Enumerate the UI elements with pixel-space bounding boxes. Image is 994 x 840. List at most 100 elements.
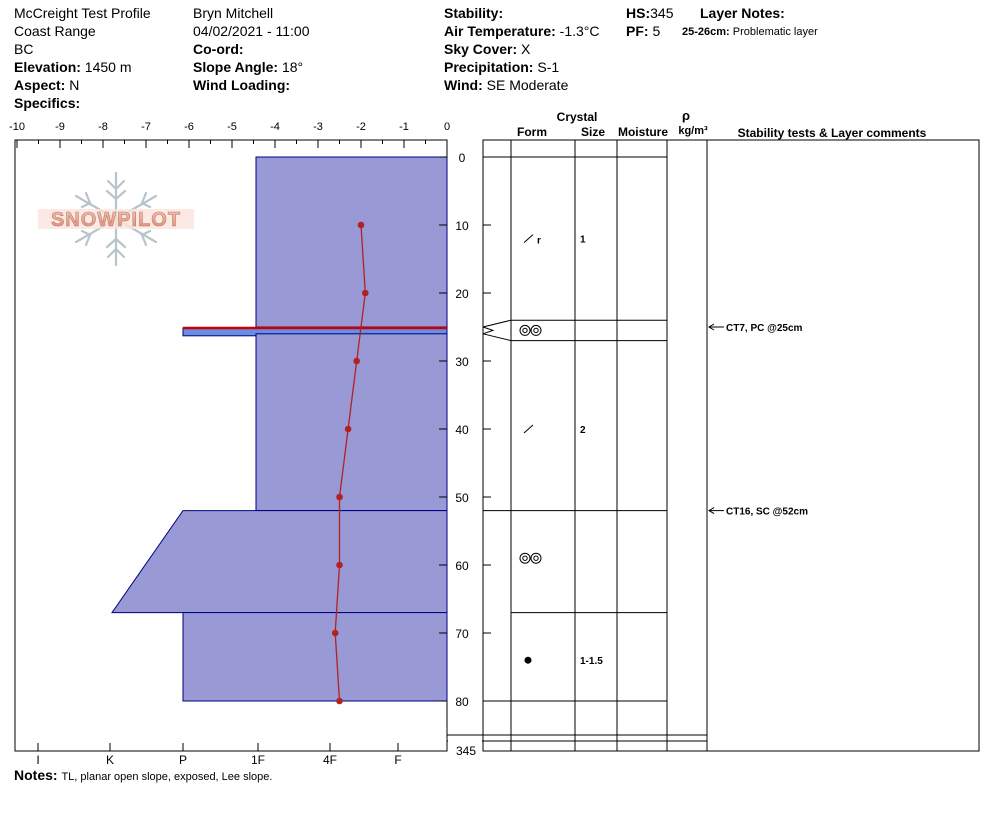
temperature-point (336, 697, 343, 705)
notes-text: TL, planar open slope, exposed, Lee slop… (61, 771, 273, 783)
hardness-layer-4 (182, 612, 448, 702)
stability-test-text: CT7, PC @25cm (726, 323, 803, 334)
aspect-value: N (69, 77, 80, 93)
wind-loading-row: Wind Loading: (193, 76, 310, 94)
depth-tick-label: 10 (455, 219, 469, 233)
air-temp-value: -1.3°C (559, 23, 600, 39)
temp-tick-label: -3 (313, 121, 323, 133)
depth-tick-label: 0 (459, 151, 466, 165)
depth-tick-label: 50 (455, 491, 469, 505)
density-unit-header: kg/m³ (678, 125, 708, 137)
depth-tick-label: 60 (455, 559, 469, 573)
temp-tick-label: -2 (356, 121, 366, 133)
elevation-value: 1450 m (84, 59, 132, 75)
logo-text: SNOWPILOT (51, 209, 181, 231)
crystal-size: 1 (580, 235, 586, 246)
wind-row: Wind: SE Moderate (444, 76, 600, 94)
specifics-label: Specifics: (14, 95, 81, 111)
temp-tick-label: -10 (9, 121, 25, 133)
profile-name: McCreight Test Profile (14, 5, 151, 21)
header-col2: Bryn Mitchell 04/02/2021 - 11:00 Co-ord:… (193, 4, 310, 94)
crystal-form-rounded-icon (530, 324, 542, 336)
observer: Bryn Mitchell (193, 5, 274, 21)
elevation-row: Elevation: 1450 m (14, 58, 151, 76)
header-col4: HS:345 PF: 5 (626, 4, 673, 40)
depth-tick-label: 20 (455, 287, 469, 301)
layer-fan-top (482, 319, 512, 328)
stability-arrow-head (708, 323, 715, 331)
temperature-point (344, 425, 352, 433)
hs-value: 345 (650, 5, 674, 21)
temperature-point (336, 493, 343, 501)
hardness-layer-3 (111, 510, 448, 614)
temp-tick-label: -5 (227, 121, 237, 133)
hardness-layer-0 (255, 156, 448, 328)
crystal-header: Crystal (557, 110, 598, 124)
crystal-size: 2 (580, 425, 586, 436)
sky-label: Sky Cover: (444, 41, 518, 57)
air-temp-row: Air Temperature: -1.3°C (444, 22, 600, 40)
table-frame (482, 139, 980, 752)
stability-row: Stability: (444, 4, 600, 22)
header-col1: McCreight Test Profile Coast Range BC El… (14, 4, 151, 112)
axis-break-gap (448, 736, 482, 744)
crystal-form-rounded-icon-inner (533, 555, 539, 561)
specifics-row: Specifics: (14, 94, 151, 112)
air-temp-label: Air Temperature: (444, 23, 556, 39)
temperature-point (357, 221, 365, 229)
temp-tick-label: -6 (184, 121, 194, 133)
hardness-label: P (179, 753, 187, 767)
hardness-temperature-plot: -10 -9 -8 -7 -6 -5 -4 -3 -2 -1 0I K P 1F 4F F0102030405… (9, 121, 707, 767)
crystal-form-melt-icon (524, 656, 532, 664)
sky-row: Sky Cover: X (444, 40, 600, 58)
notes-label: Notes: (14, 767, 58, 783)
crystal-form-rounded-icon-inner (533, 327, 539, 334)
slope-label: Slope Angle: (193, 59, 279, 75)
notes-row: Notes: TL, planar open slope, exposed, L… (14, 766, 272, 786)
depth-tick-label: 30 (455, 355, 469, 369)
snowpilot-logo: SNOWPILOT (38, 171, 194, 267)
moisture-header: Moisture (618, 125, 668, 139)
pf-label: PF: (626, 23, 649, 39)
hardness-label: 1F (251, 753, 265, 767)
crystal-form-rounded-icon (519, 552, 531, 564)
province: BC (14, 41, 34, 57)
range-name: Coast Range (14, 23, 96, 39)
crystal-form-decomposing-icon (523, 234, 534, 243)
hardness-label: 4F (323, 753, 337, 767)
hardness-label: I (36, 753, 39, 767)
form-header: Form (517, 125, 547, 139)
precip-label: Precipitation: (444, 59, 534, 75)
temp-tick-label: -1 (399, 121, 409, 133)
aspect-row: Aspect: N (14, 76, 151, 94)
stability-arrow-head (708, 507, 715, 515)
layer-note-text: Problematic layer (732, 26, 818, 38)
pf-row: PF: 5 (626, 22, 673, 40)
temp-tick-label: -9 (55, 121, 65, 133)
crystal-table: r 1 2 1-1.5 CT7, PC @25cm CT16, SC @52cm (482, 139, 980, 752)
precip-row: Precipitation: S-1 (444, 58, 600, 76)
stability-header: Stability tests & Layer comments (738, 126, 927, 140)
wind-loading-label: Wind Loading: (193, 77, 291, 93)
coord-label: Co-ord: (193, 41, 244, 57)
crystal-form-decomposing-icon (523, 424, 534, 434)
layer-note-range: 25-26cm: (682, 26, 730, 38)
hs-label: HS: (626, 5, 651, 21)
stability-label: Stability: (444, 5, 504, 21)
temp-tick-label: -7 (141, 121, 151, 133)
coord-row: Co-ord: (193, 40, 310, 58)
crystal-form-rounded-icon (530, 552, 542, 564)
hardness-label: F (394, 753, 401, 767)
pf-value: 5 (652, 23, 661, 39)
sky-value: X (521, 41, 531, 57)
depth-tick-label: 80 (455, 695, 469, 709)
layer-fan-notch (482, 326, 495, 335)
header-col3: Stability: Air Temperature: -1.3°C Sky C… (444, 4, 600, 94)
temp-tick-label: -4 (270, 121, 280, 133)
layer-notes-label: Layer Notes: (700, 5, 785, 21)
size-header: Size (581, 125, 605, 139)
temperature-point (362, 289, 369, 297)
hardness-label: K (106, 753, 114, 767)
temperature-point (331, 629, 339, 637)
